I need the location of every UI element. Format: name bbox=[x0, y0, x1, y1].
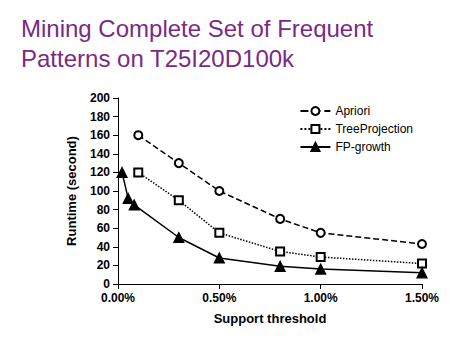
svg-text:0.50%: 0.50% bbox=[202, 291, 236, 305]
svg-text:TreeProjection: TreeProjection bbox=[335, 122, 413, 136]
svg-text:160: 160 bbox=[90, 128, 110, 142]
svg-text:0: 0 bbox=[103, 277, 110, 291]
svg-text:40: 40 bbox=[97, 240, 111, 254]
svg-text:20: 20 bbox=[97, 258, 111, 272]
svg-text:180: 180 bbox=[90, 110, 110, 124]
svg-text:140: 140 bbox=[90, 147, 110, 161]
svg-text:FP-growth: FP-growth bbox=[335, 140, 390, 154]
svg-text:100: 100 bbox=[90, 184, 110, 198]
svg-text:1.00%: 1.00% bbox=[304, 291, 338, 305]
svg-text:1.50%: 1.50% bbox=[405, 291, 439, 305]
svg-text:Support threshold: Support threshold bbox=[214, 311, 327, 326]
svg-text:120: 120 bbox=[90, 165, 110, 179]
svg-text:0.00%: 0.00% bbox=[101, 291, 135, 305]
svg-text:200: 200 bbox=[90, 91, 110, 105]
svg-text:Mining Complete Set of Frequen: Mining Complete Set of Frequent bbox=[21, 15, 380, 42]
svg-text:Apriori: Apriori bbox=[335, 104, 370, 118]
svg-text:60: 60 bbox=[97, 221, 111, 235]
svg-text:80: 80 bbox=[97, 203, 111, 217]
svg-text:Patterns on T25I20D100k: Patterns on T25I20D100k bbox=[21, 45, 295, 72]
svg-text:Runtime (second): Runtime (second) bbox=[64, 136, 79, 246]
